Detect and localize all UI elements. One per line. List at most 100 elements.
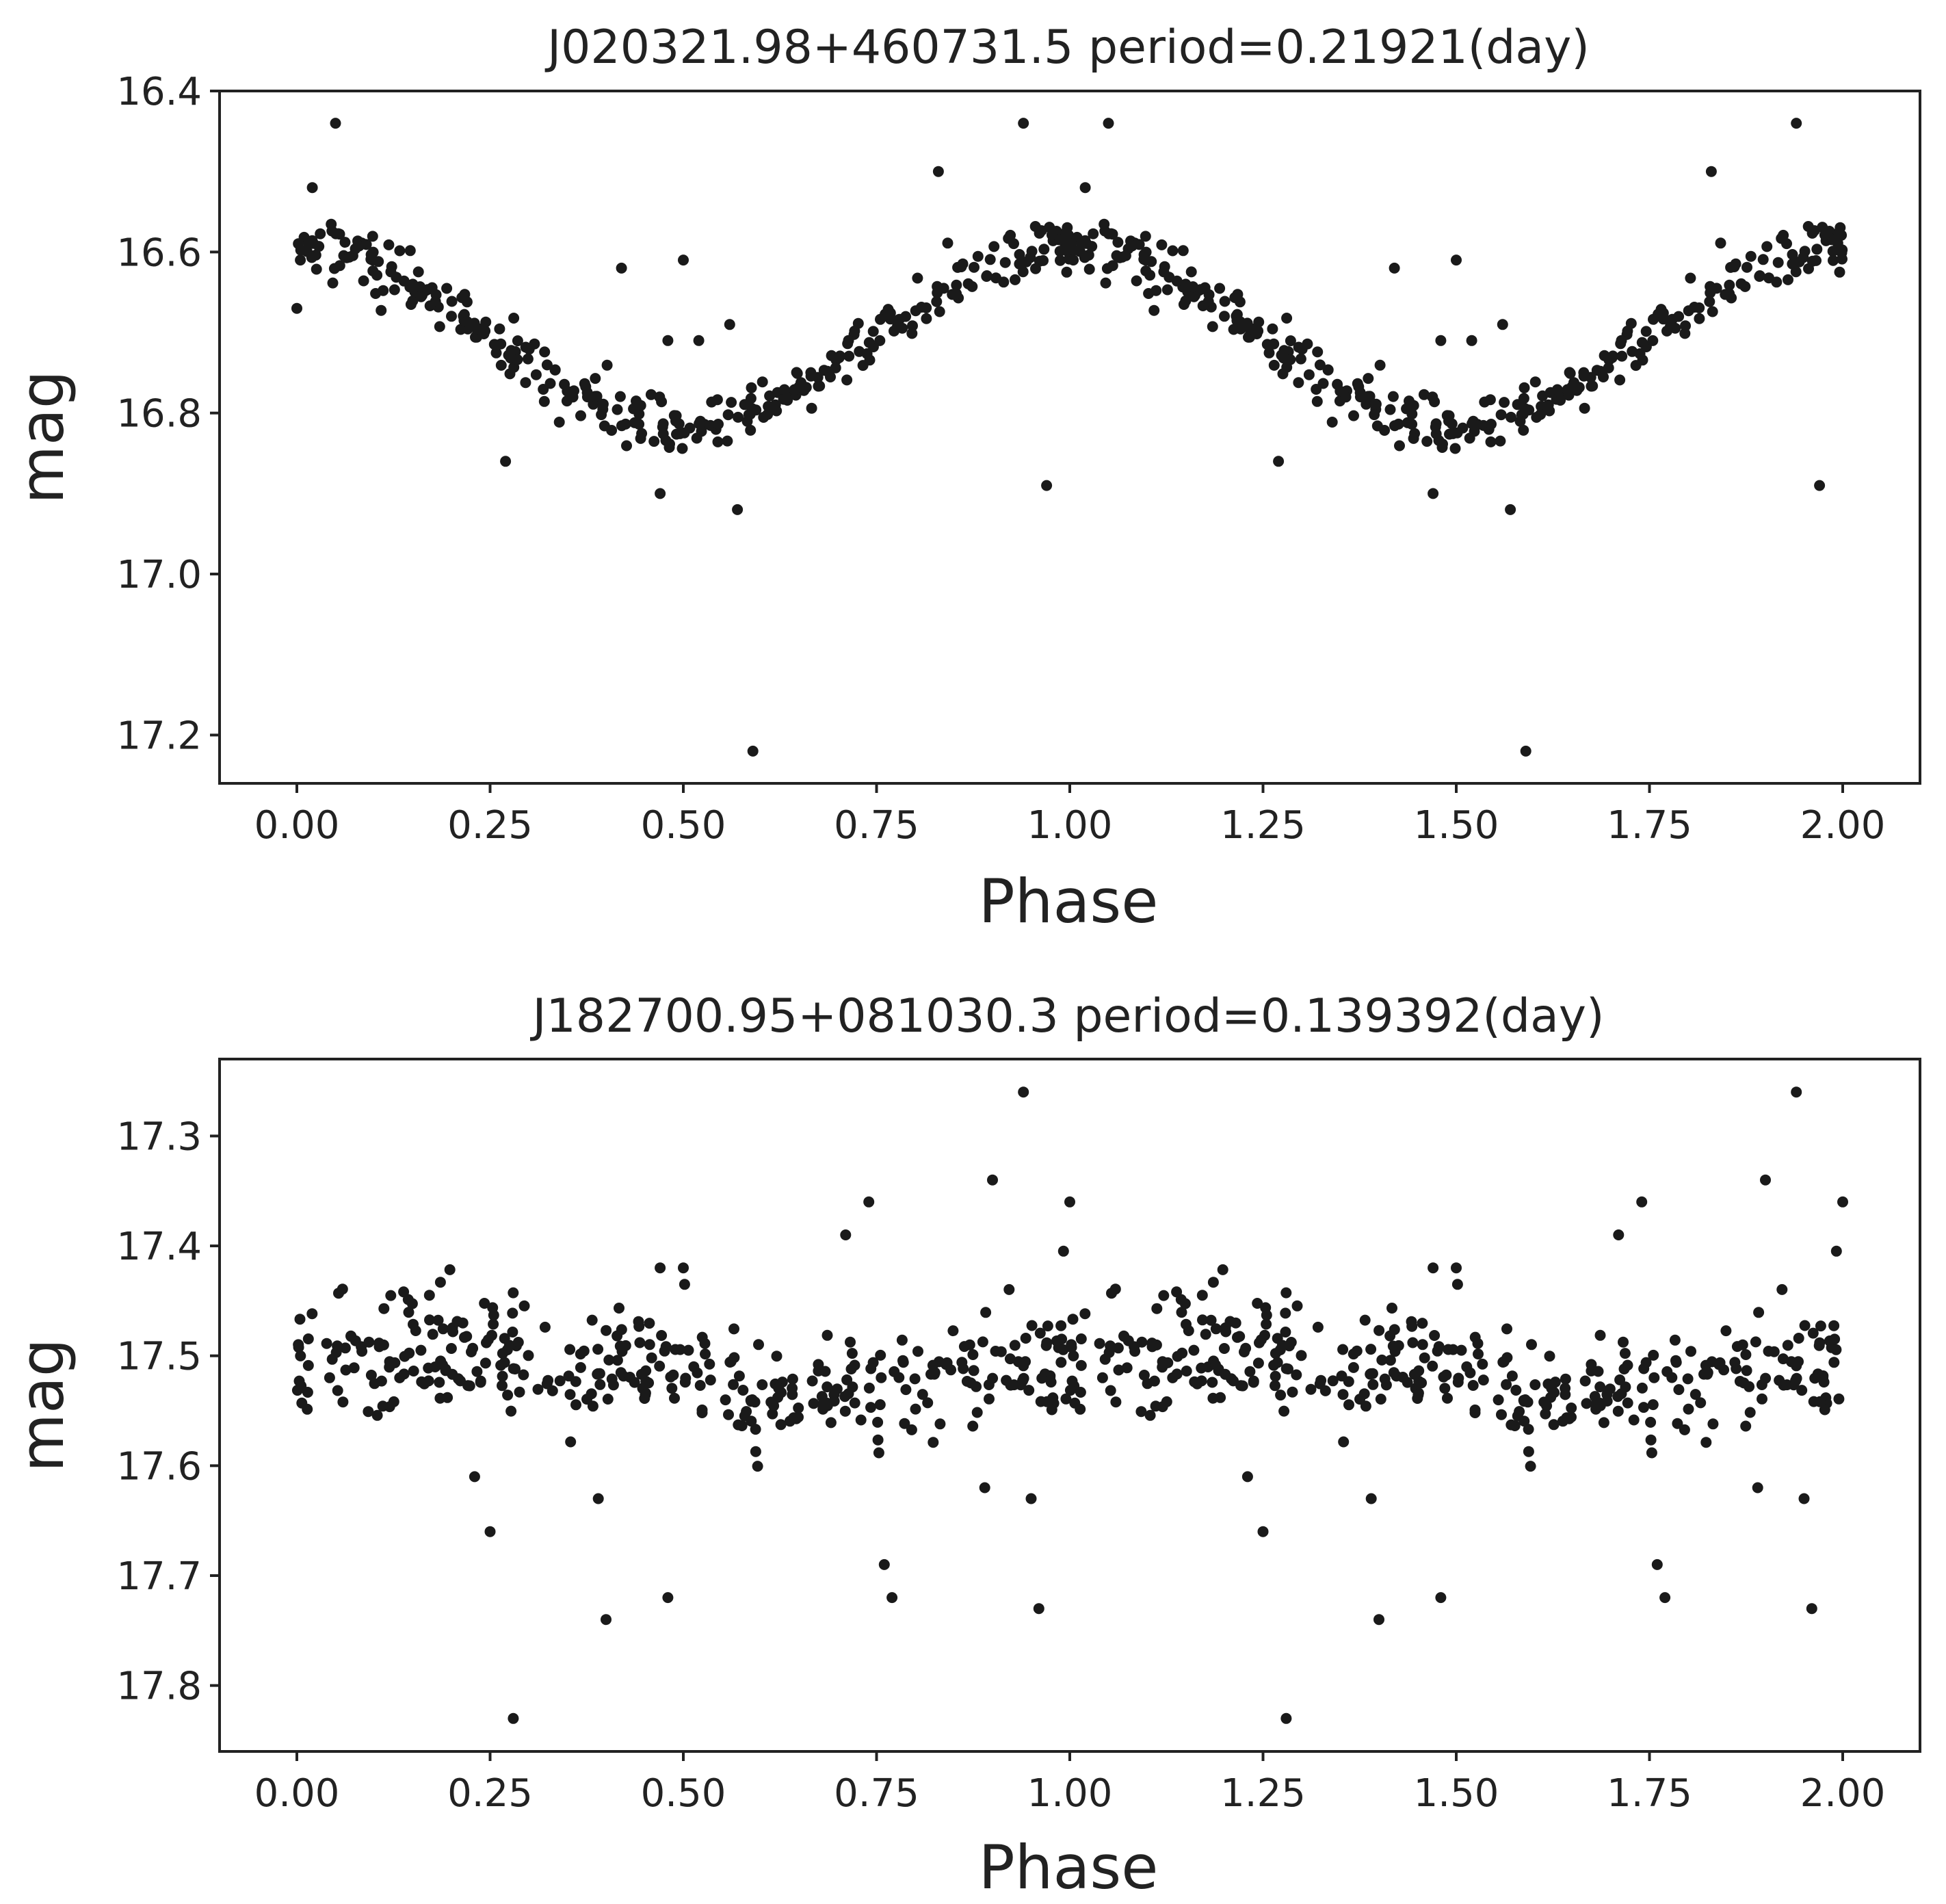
data-point bbox=[849, 1397, 860, 1409]
data-point bbox=[424, 300, 436, 311]
data-point bbox=[722, 409, 734, 421]
data-point bbox=[1322, 364, 1334, 376]
data-point bbox=[412, 266, 424, 278]
data-point bbox=[1055, 1357, 1067, 1368]
data-point bbox=[1803, 263, 1814, 274]
data-point bbox=[656, 1330, 668, 1341]
data-point bbox=[337, 1283, 348, 1295]
data-point bbox=[1387, 391, 1399, 402]
data-point bbox=[1793, 1356, 1804, 1368]
data-point bbox=[910, 1403, 921, 1415]
data-point bbox=[1430, 418, 1442, 430]
data-point bbox=[893, 1372, 905, 1383]
data-point bbox=[293, 238, 304, 250]
data-point bbox=[1505, 504, 1516, 515]
y-tick-label: 17.7 bbox=[116, 1554, 202, 1599]
data-point bbox=[1268, 1359, 1280, 1371]
y-tick: 17.0 bbox=[116, 553, 220, 597]
data-point bbox=[678, 1262, 689, 1274]
data-point bbox=[497, 1370, 508, 1382]
data-point bbox=[1752, 1482, 1763, 1494]
data-point bbox=[337, 1396, 349, 1408]
data-point bbox=[1535, 408, 1547, 420]
data-point bbox=[1064, 1196, 1075, 1208]
data-point bbox=[1196, 1362, 1207, 1374]
data-point bbox=[575, 410, 586, 421]
data-point bbox=[1579, 1375, 1591, 1387]
data-point bbox=[1373, 1614, 1384, 1626]
data-point bbox=[1001, 1374, 1012, 1386]
data-point bbox=[830, 362, 841, 374]
data-point bbox=[495, 1359, 507, 1371]
data-point bbox=[1171, 1368, 1183, 1380]
data-point bbox=[1088, 228, 1099, 239]
x-tick-label: 0.50 bbox=[641, 1771, 726, 1816]
data-point bbox=[654, 391, 666, 403]
data-point bbox=[1061, 266, 1073, 278]
data-point bbox=[1679, 1424, 1690, 1435]
data-point bbox=[875, 313, 886, 325]
data-point bbox=[679, 427, 690, 439]
x-tick-label: 2.00 bbox=[1800, 1771, 1886, 1816]
data-point bbox=[1213, 1365, 1224, 1377]
data-point bbox=[1741, 1365, 1752, 1377]
data-point bbox=[952, 261, 964, 273]
data-point bbox=[1729, 1357, 1741, 1368]
data-point bbox=[590, 391, 601, 402]
data-point bbox=[601, 1614, 612, 1626]
data-point bbox=[1229, 292, 1241, 303]
data-point bbox=[1100, 277, 1112, 289]
data-point bbox=[479, 1298, 490, 1309]
data-point bbox=[365, 254, 377, 265]
data-point bbox=[726, 397, 737, 408]
data-point bbox=[553, 417, 565, 428]
data-point bbox=[1451, 1262, 1462, 1274]
data-point bbox=[1814, 1337, 1826, 1348]
data-point bbox=[1606, 352, 1618, 363]
data-point bbox=[1285, 354, 1296, 365]
data-point bbox=[1705, 281, 1716, 292]
data-point bbox=[332, 1340, 343, 1352]
data-point bbox=[479, 1357, 491, 1369]
x-tick: 1.25 bbox=[1220, 1751, 1306, 1816]
data-point bbox=[512, 335, 523, 347]
data-point bbox=[900, 311, 912, 322]
data-point bbox=[445, 1343, 457, 1354]
x-tick: 0.50 bbox=[641, 1751, 726, 1816]
data-point bbox=[398, 1368, 410, 1380]
data-point bbox=[737, 1385, 749, 1396]
data-point bbox=[570, 1399, 581, 1411]
data-point bbox=[1075, 1403, 1086, 1415]
data-point bbox=[1207, 1277, 1219, 1288]
data-point bbox=[942, 237, 954, 249]
data-point bbox=[1485, 436, 1497, 447]
data-point bbox=[603, 1354, 615, 1366]
data-point bbox=[932, 166, 944, 177]
data-point bbox=[1781, 238, 1792, 250]
data-point bbox=[497, 1380, 508, 1392]
data-point bbox=[514, 1386, 525, 1398]
data-point bbox=[1023, 1385, 1035, 1396]
data-point bbox=[1010, 274, 1021, 285]
data-point bbox=[912, 272, 923, 284]
data-point bbox=[1374, 359, 1386, 371]
data-point bbox=[427, 1329, 438, 1340]
data-point bbox=[471, 1366, 483, 1377]
data-point bbox=[1783, 274, 1793, 285]
data-point bbox=[1243, 331, 1254, 343]
data-point bbox=[1604, 1383, 1616, 1395]
data-point bbox=[615, 1367, 627, 1379]
data-point bbox=[365, 1370, 377, 1381]
data-point bbox=[1281, 313, 1293, 324]
data-point bbox=[951, 288, 962, 300]
data-point bbox=[1495, 409, 1507, 421]
data-point bbox=[1523, 1446, 1534, 1457]
data-point bbox=[1140, 231, 1151, 242]
data-point bbox=[1651, 1559, 1663, 1570]
data-point bbox=[897, 1355, 908, 1366]
data-point bbox=[1790, 1374, 1802, 1386]
data-point bbox=[505, 1405, 517, 1417]
data-point bbox=[1670, 322, 1681, 334]
data-point bbox=[640, 1365, 652, 1377]
data-point bbox=[1234, 1331, 1246, 1342]
